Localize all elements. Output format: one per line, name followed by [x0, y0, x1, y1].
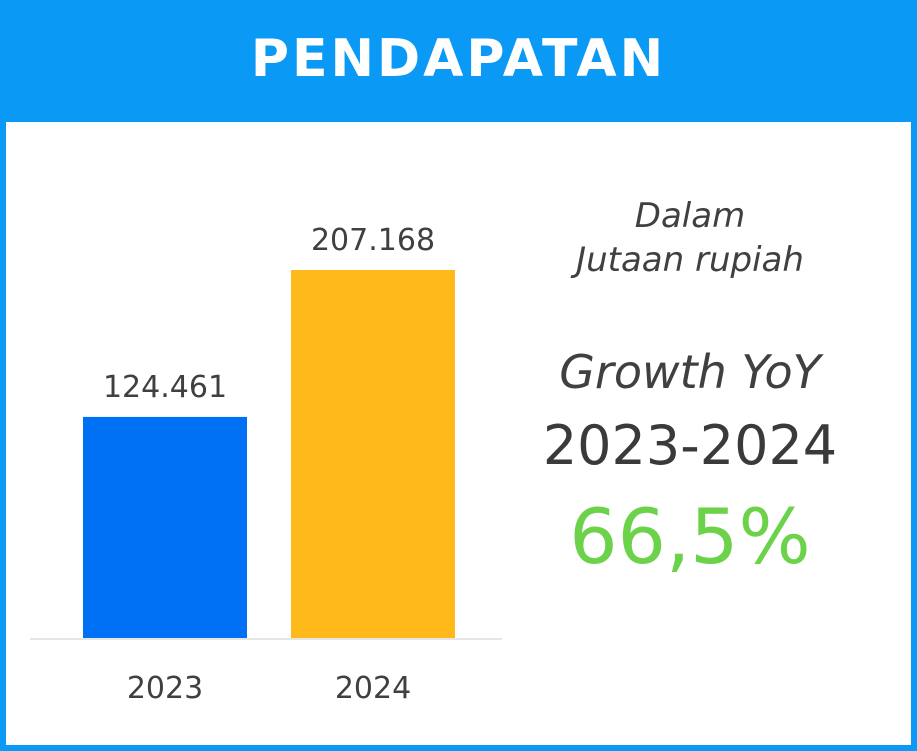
x-tick-label-2024: 2024	[335, 671, 411, 706]
data-label-2023: 124.461	[103, 370, 227, 405]
data-label-2024: 207.168	[311, 223, 435, 258]
bar-2023	[83, 416, 247, 638]
page-title: PENDAPATAN	[250, 29, 667, 89]
header-bar: PENDAPATAN	[0, 0, 917, 122]
growth-period: 2023-2024	[542, 414, 838, 477]
unit-line-1: Dalam	[634, 196, 746, 236]
unit-note: Dalam Jutaan rupiah	[500, 194, 880, 282]
growth-label: Growth YoY	[559, 345, 821, 399]
revenue-bar-chart: 124.461 2023 207.168 2024	[30, 223, 502, 706]
x-tick-label-2023: 2023	[127, 671, 203, 706]
unit-line-2: Jutaan rupiah	[576, 240, 804, 280]
bars-layer: 124.461 2023 207.168 2024	[83, 223, 455, 706]
bar-2024	[291, 270, 455, 638]
growth-value: 66,5%	[569, 492, 811, 581]
